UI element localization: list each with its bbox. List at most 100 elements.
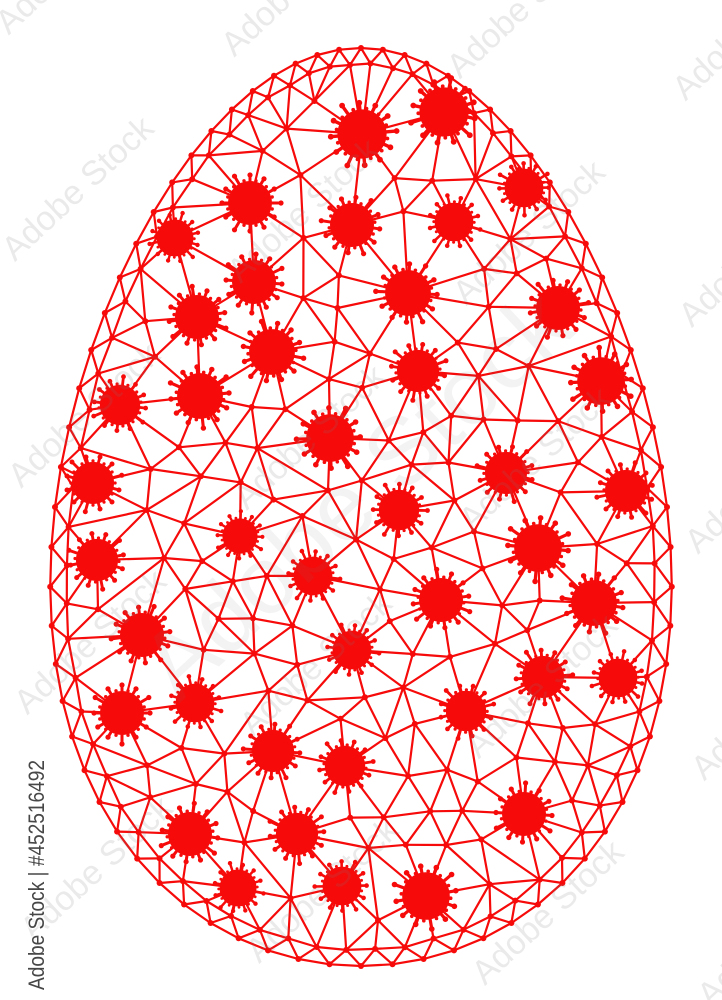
virus-spike-knob	[340, 908, 345, 913]
virus-membrane-bump	[407, 389, 411, 393]
mesh-node-dot	[69, 733, 76, 740]
mesh-edge	[97, 355, 157, 375]
mesh-edge	[369, 48, 384, 65]
virus-membrane-bump	[148, 654, 153, 658]
mesh-node-dot	[251, 650, 258, 657]
virus-spike	[174, 712, 185, 722]
virus-spike-knob	[603, 506, 609, 512]
mesh-node-dot	[379, 46, 386, 53]
virus-membrane-bump	[249, 753, 253, 757]
virus-membrane-bump	[642, 501, 647, 505]
mesh-edge	[583, 830, 607, 860]
virus-spike	[604, 577, 615, 590]
mesh-node-dot	[656, 698, 663, 704]
mesh-node-dot	[599, 274, 606, 281]
virus-spike-knob	[222, 310, 228, 316]
virus-spike-knob	[102, 423, 107, 428]
virus-spike-knob	[311, 409, 317, 416]
virus-spike	[281, 726, 291, 738]
virus-spike	[395, 883, 409, 892]
virus-membrane-bump	[465, 121, 469, 126]
mesh-node-dot	[358, 45, 364, 51]
virus-spike-knob	[189, 283, 195, 289]
virus-membrane-bump	[334, 661, 338, 664]
virus-spike-knob	[324, 741, 330, 747]
mesh-edge	[91, 742, 109, 778]
mesh-node-dot	[207, 920, 214, 926]
mesh-edge	[231, 574, 268, 583]
mesh-edge	[202, 648, 256, 655]
virus-spike-knob	[628, 376, 634, 383]
virus-spike-knob	[218, 870, 223, 875]
virus-spike	[419, 345, 424, 355]
virus-spike-knob	[448, 571, 455, 577]
virus-spike-knob	[387, 144, 394, 151]
virus-spike	[525, 652, 535, 664]
mesh-node-dot	[181, 520, 188, 527]
mesh-edge	[645, 639, 654, 678]
mesh-edge	[272, 498, 304, 518]
virus-spike-knob	[97, 387, 102, 392]
virus-spike-knob	[353, 194, 359, 200]
virus-spike	[397, 897, 408, 903]
mesh-edge	[115, 830, 140, 834]
mesh-edge	[258, 928, 270, 952]
virus-spike	[227, 547, 234, 555]
virus-spike-knob	[210, 683, 216, 689]
virus-spike	[221, 523, 229, 530]
virus-membrane-bump	[126, 651, 130, 655]
mesh-node-dot	[389, 961, 396, 968]
virus-spike-knob	[173, 410, 180, 416]
virus-spike	[176, 405, 187, 414]
mesh-edge	[145, 475, 202, 512]
virus-spike-knob	[536, 787, 542, 794]
virus-spike	[244, 747, 257, 752]
mesh-edge	[593, 710, 641, 726]
mesh-edge	[586, 764, 601, 807]
mesh-node-dot	[285, 935, 292, 942]
mesh-node-dot	[150, 209, 157, 215]
mesh-edge	[653, 562, 673, 588]
coronavirus-icon	[389, 342, 449, 403]
mesh-edge	[487, 272, 518, 308]
mesh-node-dot	[208, 128, 215, 134]
virus-membrane-bump	[448, 619, 452, 623]
virus-membrane-bump	[335, 904, 339, 908]
virus-spike-knob	[117, 649, 123, 655]
virus-spike	[457, 123, 471, 136]
virus-spike	[422, 301, 433, 310]
mesh-edge	[514, 878, 541, 902]
virus-spike-knob	[366, 772, 372, 778]
virus-spike-knob	[241, 358, 248, 365]
virus-spike-knob	[466, 132, 473, 139]
virus-spike-knob	[623, 361, 630, 368]
virus-spike-knob	[584, 405, 591, 411]
mesh-edge	[145, 508, 166, 560]
virus-membrane-bump	[204, 684, 208, 688]
virus-spike-knob	[338, 738, 344, 743]
virus-spike-knob	[240, 746, 246, 752]
mesh-edge	[53, 465, 63, 509]
mesh-edge	[287, 937, 318, 949]
virus-membrane-bump	[392, 487, 396, 492]
virus-membrane-bump	[98, 717, 102, 721]
mesh-node-dot	[460, 926, 467, 933]
virus-membrane-bump	[194, 417, 199, 422]
virus-spike-knob	[393, 898, 400, 905]
virus-membrane-bump	[338, 632, 341, 636]
mesh-edge	[88, 372, 100, 411]
virus-spike-knob	[327, 133, 334, 140]
virus-spike-knob	[170, 853, 176, 859]
mesh-node-dot	[480, 416, 487, 423]
mesh-edge	[407, 722, 416, 778]
mesh-edge	[194, 782, 229, 793]
virus-spike-knob	[591, 670, 597, 675]
virus-spike	[414, 308, 424, 322]
virus-spike	[108, 474, 122, 481]
virus-spike	[529, 691, 537, 704]
virus-spike-knob	[372, 638, 378, 643]
mesh-edge	[472, 111, 477, 181]
mesh-edge	[638, 675, 648, 713]
mesh-edge	[391, 957, 425, 966]
mesh-edge	[636, 735, 652, 772]
